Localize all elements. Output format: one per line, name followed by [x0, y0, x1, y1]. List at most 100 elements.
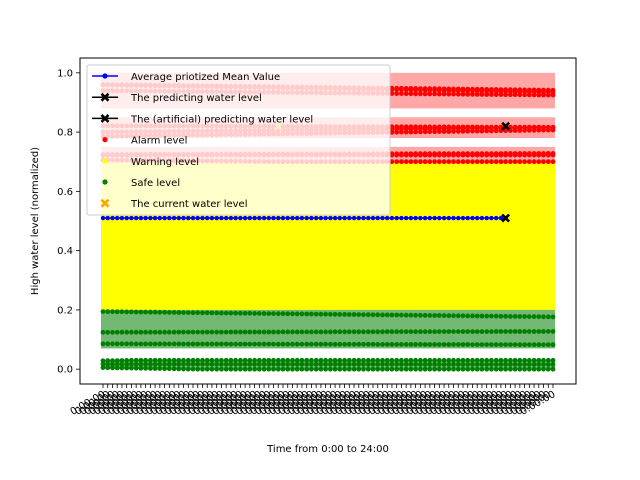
alarm-level-point [455, 159, 461, 165]
alarm-level-point [545, 159, 551, 165]
alarm-level-point [526, 159, 532, 165]
mean-point [342, 215, 347, 221]
alarm-level-point [451, 91, 456, 97]
alarm-level-point [436, 86, 442, 92]
mean-point [475, 215, 480, 221]
legend-entry-mean: Average priotized Mean Value [92, 72, 280, 83]
mean-point [252, 215, 257, 221]
alarm-level-point [403, 86, 409, 91]
alarm-level-point [408, 126, 414, 132]
alarm-level-point [484, 159, 490, 165]
y-axis: 0.0 0.2 0.4 0.6 0.8 1.0 [57, 68, 80, 376]
mean-point [309, 215, 314, 221]
alarm-level-point [498, 152, 504, 158]
legend: Average priotized Mean Value The predict… [86, 64, 391, 216]
alarm-level-point [498, 159, 504, 165]
alarm-level-point [474, 125, 480, 131]
alarm-level-point [465, 159, 471, 165]
alarm-level-point [489, 92, 494, 97]
mean-point [200, 215, 205, 221]
alarm-level-point [394, 159, 400, 165]
mean-point [143, 215, 148, 221]
alarm-level-point [536, 159, 542, 165]
alarm-level-point [422, 152, 428, 158]
alarm-level-point [403, 159, 409, 165]
alarm-level-point [512, 92, 518, 98]
alarm-level-point [550, 92, 556, 98]
mean-point [385, 215, 390, 221]
alarm-level-point [441, 86, 447, 92]
safe-band-0 [101, 360, 555, 370]
y-tick-label: 0.6 [57, 187, 73, 198]
alarm-level-point [522, 87, 527, 93]
mean-point [162, 215, 167, 221]
alarm-level-point [399, 126, 404, 132]
alarm-level-point [493, 92, 499, 97]
artificial-predicting-water-level-marker [501, 121, 511, 131]
mean-point [366, 215, 371, 221]
y-tick-label: 1.0 [57, 68, 73, 79]
alarm-level-point [389, 126, 395, 132]
mean-point [100, 215, 106, 221]
alarm-level-point [446, 159, 452, 165]
alarm-level-point [517, 152, 523, 158]
mean-point [115, 215, 120, 221]
mean-point [247, 215, 252, 221]
alarm-level-point [484, 152, 490, 158]
alarm-level-point [489, 159, 494, 165]
alarm-level-point [522, 125, 527, 131]
alarm-level-point [418, 86, 423, 91]
alarm-level-point [394, 126, 400, 132]
alarm-level-point [427, 159, 433, 165]
alarm-level-point [541, 125, 546, 130]
mean-point [242, 215, 248, 221]
alarm-level-point [460, 159, 466, 165]
artificial-predicting-water-level-marker-stroke-b [501, 121, 511, 131]
alarm-level-point [517, 92, 523, 98]
alarm-level-point [503, 159, 508, 165]
legend-handle-marker [102, 179, 108, 185]
alarm-level-point [399, 159, 404, 165]
mean-point [318, 215, 324, 221]
alarm-level-point [536, 87, 542, 93]
mean-point [484, 215, 489, 221]
legend-entry-predicting: The predicting water level [92, 92, 262, 104]
mean-point [489, 215, 494, 221]
mean-point [209, 215, 215, 221]
mean-point [351, 215, 357, 221]
alarm-level-point [446, 152, 452, 158]
y-tick-label: 0.2 [57, 305, 73, 316]
alarm-level-point [432, 159, 437, 165]
alarm-level-point [455, 125, 461, 131]
alarm-level-point [394, 91, 400, 96]
alarm-level-point [512, 152, 518, 158]
alarm-level-point [432, 86, 437, 92]
mean-point [451, 215, 456, 221]
mean-point [205, 215, 210, 221]
alarm-level-point [418, 91, 423, 97]
mean-point [422, 215, 428, 221]
alarm-level-point [526, 92, 532, 98]
alarm-level-point [422, 126, 428, 132]
mean-point [129, 215, 134, 221]
legend-entry-safe: Safe level [102, 178, 180, 189]
mean-point [380, 215, 385, 221]
mean-point [261, 215, 267, 221]
alarm-level-point [403, 126, 409, 132]
alarm-level-point [489, 87, 494, 92]
alarm-level-point [460, 86, 466, 92]
mean-point [148, 215, 153, 221]
alarm-level-point [470, 86, 475, 92]
mean-point [181, 215, 186, 221]
alarm-level-point [451, 152, 456, 158]
mean-point [479, 215, 485, 221]
alarm-level-point [536, 92, 542, 98]
mean-point [138, 215, 144, 221]
axes-frame [79, 57, 577, 385]
mean-point [257, 215, 262, 221]
alarm-level-point [422, 86, 428, 91]
alarm-level-point [479, 86, 485, 92]
alarm-level-point [427, 86, 433, 92]
mean-point [375, 215, 380, 221]
alarm-level-point [465, 125, 471, 131]
